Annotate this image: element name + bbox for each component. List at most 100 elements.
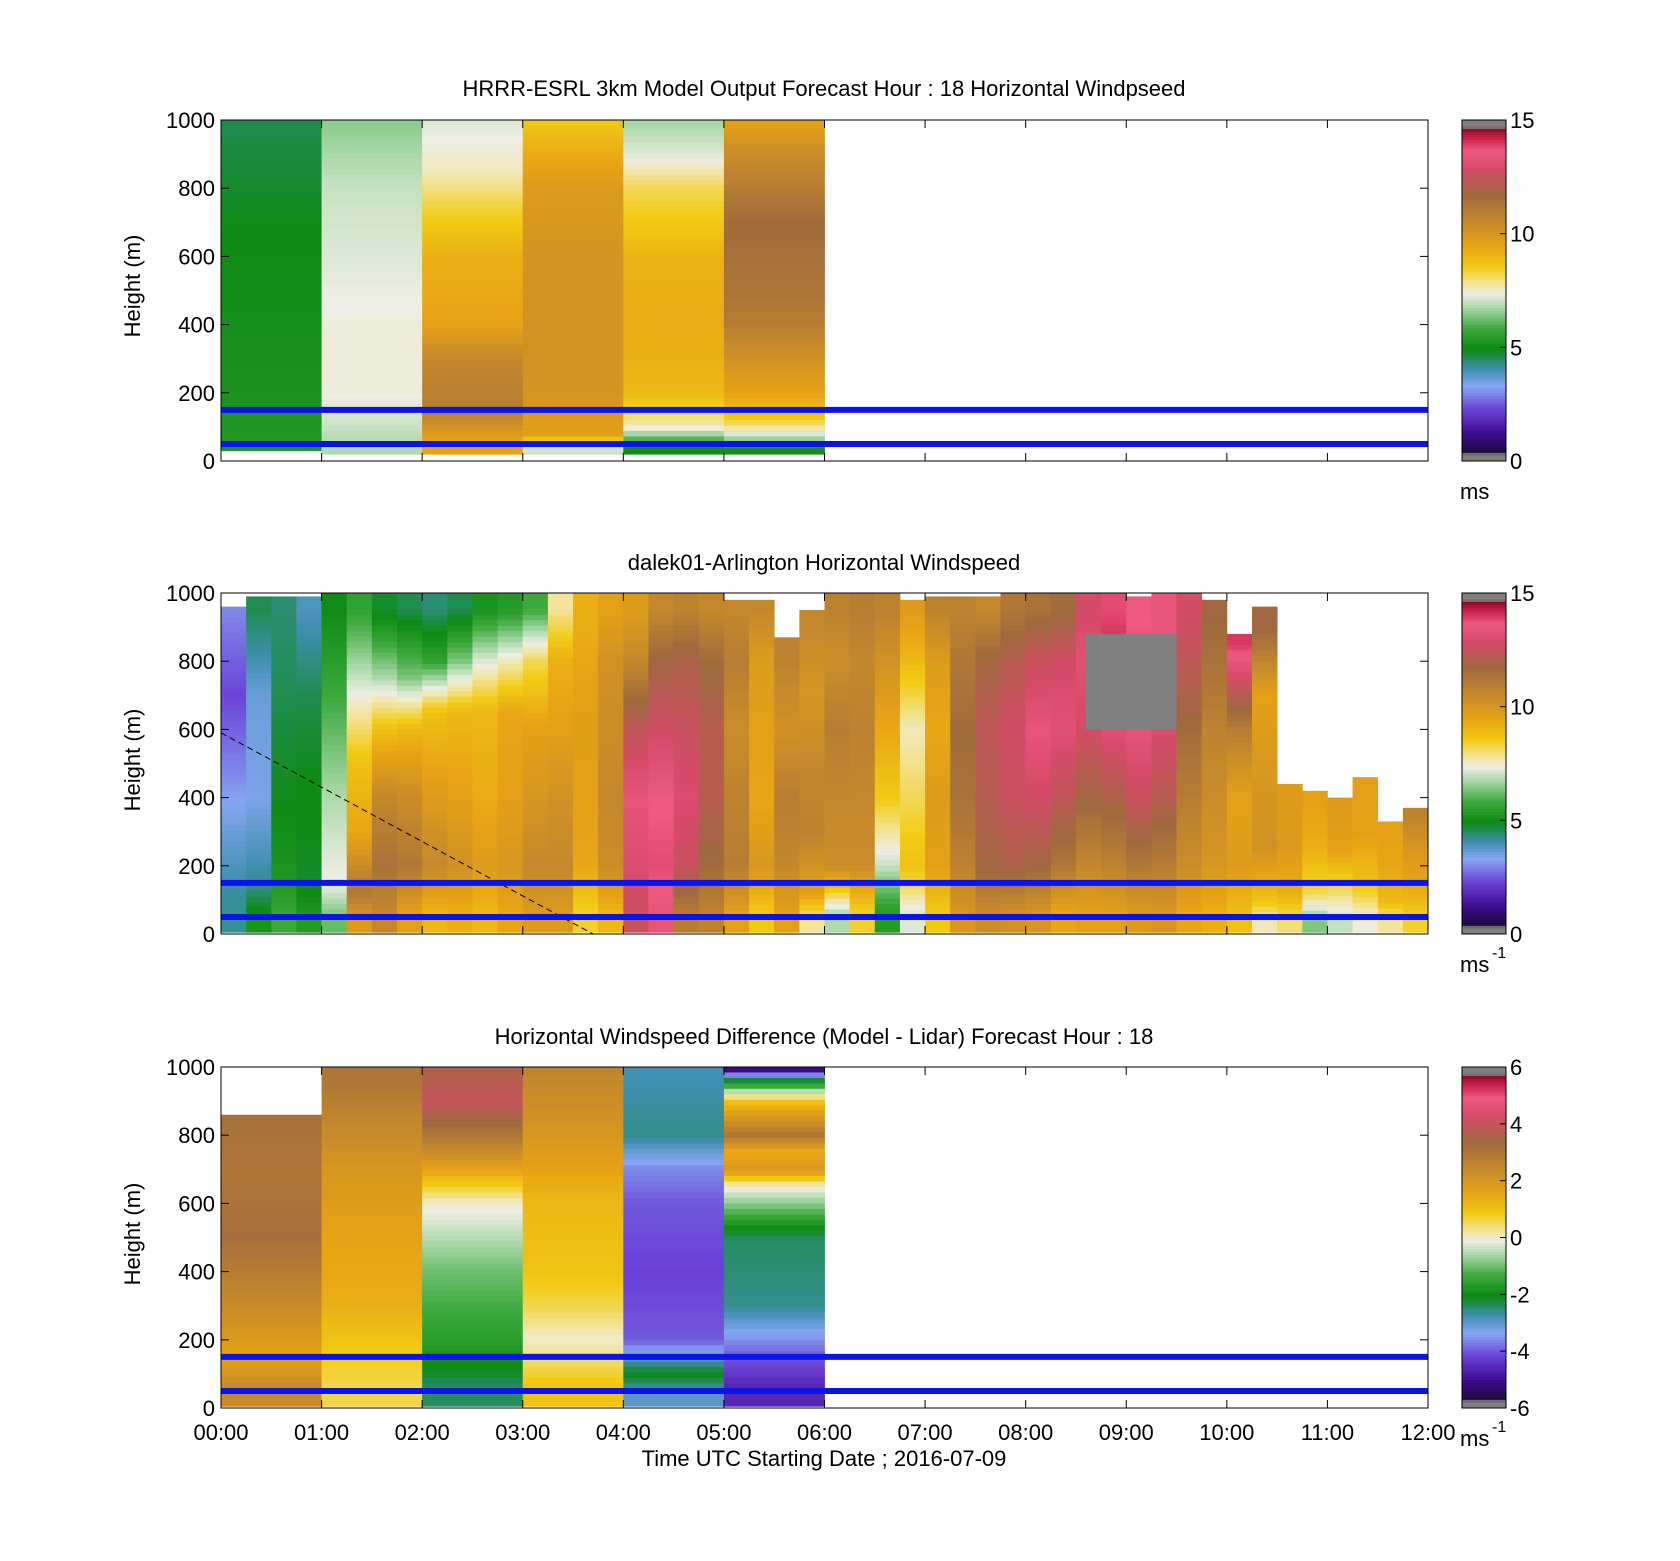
heatmap-cell [1277, 816, 1303, 823]
heatmap-cell [1327, 928, 1353, 933]
heatmap-cell [874, 609, 901, 616]
heatmap-cell [1025, 691, 1052, 698]
heatmap-cell [221, 234, 322, 241]
heatmap-cell [975, 809, 1001, 816]
heatmap-cell [874, 871, 901, 878]
heatmap-cell [723, 403, 825, 410]
heatmap-cell [648, 865, 675, 872]
heatmap-cell [321, 201, 423, 208]
heatmap-cell [321, 893, 348, 899]
heatmap-cell [673, 816, 700, 823]
heatmap-cell [673, 729, 700, 736]
heatmap-cell [271, 809, 297, 816]
heatmap-cell [221, 753, 247, 760]
heatmap-cell [221, 863, 247, 869]
heatmap-cell [849, 653, 876, 659]
heatmap-cell [321, 674, 348, 681]
heatmap-cell [472, 887, 499, 894]
heatmap-cell [422, 212, 524, 219]
colorbar-segment [1462, 1274, 1506, 1278]
heatmap-cell [648, 669, 675, 676]
heatmap-cell [1176, 833, 1203, 839]
colorbar-segment [1462, 885, 1506, 889]
heatmap-cell [623, 865, 649, 872]
heatmap-cell [899, 730, 926, 737]
heatmap-cell [321, 278, 423, 285]
heatmap-cell [547, 702, 574, 708]
colorbar-segment [1462, 1351, 1506, 1355]
heatmap-cell [1050, 707, 1077, 714]
heatmap-cell [1101, 603, 1127, 610]
heatmap-cell [673, 833, 700, 839]
heatmap-cell [271, 787, 297, 794]
heatmap-cell [749, 719, 775, 726]
heatmap-cell [623, 903, 649, 910]
heatmap-cell [849, 925, 876, 932]
heatmap-cell [1226, 753, 1253, 760]
heatmap-cell [573, 593, 599, 599]
heatmap-cell [749, 676, 775, 683]
colorbar-segment [1462, 743, 1506, 747]
heatmap-cell [673, 603, 700, 610]
heatmap-cell [1000, 729, 1027, 736]
colorbar-segment [1462, 353, 1506, 357]
heatmap-cell [623, 169, 725, 175]
heatmap-cell [1025, 723, 1052, 730]
heatmap-cell [899, 905, 926, 912]
heatmap-cell [1176, 898, 1203, 905]
heatmap-cell [899, 845, 926, 852]
heatmap-cell [598, 658, 624, 665]
heatmap-cell [749, 899, 775, 906]
heatmap-cell [296, 738, 322, 745]
heatmap-cell [1050, 674, 1077, 681]
heatmap-cell [899, 790, 926, 797]
heatmap-cell [1075, 833, 1102, 839]
colorbar-segment [1462, 851, 1506, 855]
heatmap-cell [749, 736, 775, 743]
heatmap-cell [698, 756, 725, 763]
heatmap-cell [573, 620, 599, 627]
heatmap-cell [1176, 625, 1203, 632]
heatmap-cell [271, 721, 297, 728]
heatmap-cell [749, 839, 775, 846]
heatmap-cell [673, 745, 700, 752]
heatmap-cell [723, 1405, 825, 1407]
heatmap-cell [623, 1268, 725, 1275]
heatmap-cell [799, 762, 825, 769]
heatmap-cell [422, 332, 524, 339]
heatmap-cell [321, 898, 348, 905]
heatmap-cell [824, 691, 851, 698]
heatmap-cell [422, 349, 524, 356]
heatmap-cell [497, 745, 524, 752]
heatmap-cell [1025, 849, 1052, 856]
heatmap-cell [774, 850, 800, 856]
heatmap-cell [397, 762, 423, 768]
heatmap-cell [1126, 869, 1152, 876]
heatmap-cell [422, 1377, 524, 1384]
heatmap-cell [1277, 783, 1303, 790]
colorbar-segment [1462, 458, 1506, 462]
heatmap-cell [899, 747, 926, 753]
heatmap-cell [522, 1252, 624, 1259]
heatmap-cell [522, 1192, 624, 1199]
heatmap-cell [321, 436, 423, 443]
colorbar-segment [1462, 618, 1506, 622]
heatmap-cell [950, 640, 976, 646]
heatmap-cell [623, 603, 649, 610]
heatmap-cell [698, 805, 725, 812]
heatmap-cell [925, 601, 951, 608]
colorbar-segment [1462, 401, 1506, 405]
heatmap-cell [221, 1202, 322, 1208]
heatmap-cell [547, 647, 574, 654]
heatmap-cell [1126, 738, 1152, 745]
heatmap-cell [1101, 860, 1127, 867]
heatmap-cell [1251, 884, 1278, 891]
heatmap-cell [1176, 789, 1203, 796]
heatmap-cell [497, 816, 524, 823]
heatmap-cell [221, 890, 247, 897]
heatmap-cell [271, 716, 297, 723]
heatmap-cell [723, 654, 750, 661]
colorbar-tick-label: -2 [1510, 1282, 1530, 1307]
heatmap-cell [723, 1377, 825, 1384]
